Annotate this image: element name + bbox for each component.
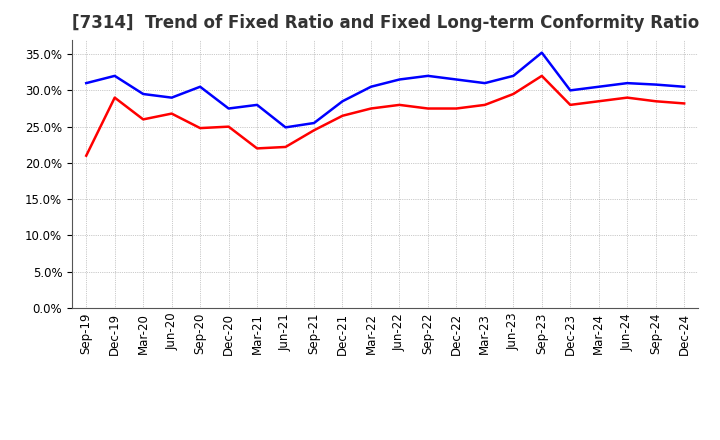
Fixed Long-term Conformity Ratio: [452, 106, 461, 111]
Fixed Ratio: [452, 77, 461, 82]
Fixed Long-term Conformity Ratio: [480, 102, 489, 107]
Fixed Long-term Conformity Ratio: [537, 73, 546, 78]
Fixed Ratio: [680, 84, 688, 89]
Fixed Ratio: [509, 73, 518, 78]
Fixed Ratio: [253, 102, 261, 107]
Fixed Long-term Conformity Ratio: [623, 95, 631, 100]
Fixed Ratio: [537, 50, 546, 55]
Fixed Ratio: [566, 88, 575, 93]
Fixed Ratio: [623, 81, 631, 86]
Fixed Ratio: [595, 84, 603, 89]
Fixed Long-term Conformity Ratio: [680, 101, 688, 106]
Line: Fixed Ratio: Fixed Ratio: [86, 53, 684, 127]
Fixed Long-term Conformity Ratio: [509, 92, 518, 97]
Fixed Ratio: [196, 84, 204, 89]
Fixed Long-term Conformity Ratio: [110, 95, 119, 100]
Fixed Long-term Conformity Ratio: [82, 153, 91, 158]
Fixed Long-term Conformity Ratio: [652, 99, 660, 104]
Fixed Long-term Conformity Ratio: [595, 99, 603, 104]
Fixed Long-term Conformity Ratio: [196, 125, 204, 131]
Fixed Ratio: [423, 73, 432, 78]
Fixed Ratio: [139, 92, 148, 97]
Fixed Ratio: [366, 84, 375, 89]
Fixed Long-term Conformity Ratio: [282, 144, 290, 150]
Fixed Ratio: [282, 125, 290, 130]
Title: [7314]  Trend of Fixed Ratio and Fixed Long-term Conformity Ratio: [7314] Trend of Fixed Ratio and Fixed Lo…: [71, 15, 699, 33]
Fixed Ratio: [480, 81, 489, 86]
Fixed Long-term Conformity Ratio: [395, 102, 404, 107]
Fixed Ratio: [110, 73, 119, 78]
Fixed Ratio: [338, 99, 347, 104]
Fixed Ratio: [395, 77, 404, 82]
Fixed Ratio: [82, 81, 91, 86]
Fixed Long-term Conformity Ratio: [225, 124, 233, 129]
Fixed Ratio: [652, 82, 660, 87]
Fixed Ratio: [225, 106, 233, 111]
Fixed Long-term Conformity Ratio: [366, 106, 375, 111]
Fixed Long-term Conformity Ratio: [253, 146, 261, 151]
Fixed Long-term Conformity Ratio: [139, 117, 148, 122]
Fixed Long-term Conformity Ratio: [423, 106, 432, 111]
Fixed Long-term Conformity Ratio: [338, 113, 347, 118]
Fixed Long-term Conformity Ratio: [566, 102, 575, 107]
Fixed Ratio: [310, 121, 318, 126]
Fixed Ratio: [167, 95, 176, 100]
Fixed Long-term Conformity Ratio: [310, 128, 318, 133]
Line: Fixed Long-term Conformity Ratio: Fixed Long-term Conformity Ratio: [86, 76, 684, 156]
Fixed Long-term Conformity Ratio: [167, 111, 176, 116]
